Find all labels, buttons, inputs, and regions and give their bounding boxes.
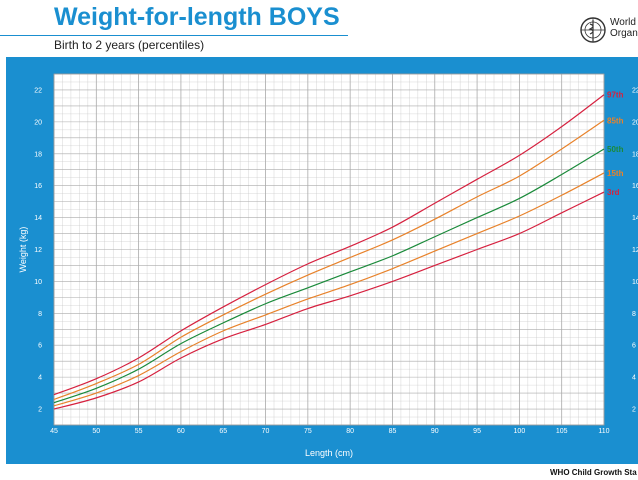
who-logo: World Organ	[578, 14, 638, 46]
y-tick-label-right: 10	[632, 279, 638, 286]
y-axis-ticks: 2 4 6 8 10 12 14 16 18 20 22	[34, 87, 42, 413]
x-tick-label: 100	[514, 428, 526, 435]
x-tick-label: 85	[389, 428, 397, 435]
percentile-labels: 97th 85th 50th 15th 3rd	[607, 91, 624, 197]
y-axis-label: Weight (kg)	[18, 227, 28, 273]
x-axis-label: Length (cm)	[305, 448, 353, 458]
y-tick-label-right: 8	[632, 311, 636, 318]
title-rule	[0, 35, 348, 36]
y-tick-label-right: 2	[632, 407, 636, 414]
who-logo-line1: World	[610, 17, 636, 28]
percentile-label-97th: 97th	[607, 91, 624, 100]
percentile-curve-3rd	[53, 191, 605, 410]
x-tick-label: 90	[431, 428, 439, 435]
percentile-label-50th: 50th	[607, 145, 624, 154]
y-tick-label: 4	[38, 375, 42, 382]
who-logo-line2: Organ	[610, 28, 638, 39]
y-tick-label: 8	[38, 311, 42, 318]
y-axis-ticks-right: 2 4 6 8 10 12 14 16 18 20 22	[632, 87, 638, 413]
x-tick-label: 50	[92, 428, 100, 435]
y-tick-label: 16	[34, 183, 42, 190]
percentile-curve-15th	[53, 172, 605, 407]
y-tick-label-right: 6	[632, 343, 636, 350]
percentile-label-3rd: 3rd	[607, 188, 620, 197]
y-tick-label-right: 22	[632, 87, 638, 94]
y-tick-label-right: 18	[632, 151, 638, 158]
y-tick-label: 14	[34, 215, 42, 222]
y-tick-label: 18	[34, 151, 42, 158]
plot-frame	[53, 73, 605, 426]
percentile-curve-85th	[53, 119, 605, 401]
x-tick-label: 60	[177, 428, 185, 435]
y-tick-label-right: 4	[632, 375, 636, 382]
y-tick-label: 2	[38, 407, 42, 414]
x-tick-label: 105	[556, 428, 568, 435]
chart-title: Weight-for-length BOYS	[54, 3, 340, 31]
percentile-curve-50th	[53, 148, 605, 404]
who-logo-text: World Organ	[610, 17, 638, 39]
x-tick-label: 45	[50, 428, 58, 435]
y-tick-label: 20	[34, 119, 42, 126]
y-tick-label: 10	[34, 279, 42, 286]
x-axis-ticks: 45 50 55 60 65 70 75 80 85 90 95 100 105 110	[50, 428, 610, 435]
percentile-label-85th: 85th	[607, 116, 624, 125]
y-tick-label: 12	[34, 247, 42, 254]
x-tick-label: 75	[304, 428, 312, 435]
y-tick-label-right: 14	[632, 215, 638, 222]
x-tick-label: 70	[262, 428, 270, 435]
who-emblem-icon	[580, 17, 606, 43]
y-tick-label-right: 12	[632, 247, 638, 254]
x-tick-label: 110	[598, 428, 609, 435]
chart-subtitle: Birth to 2 years (percentiles)	[54, 38, 205, 52]
y-tick-label-right: 16	[632, 183, 638, 190]
x-tick-label: 95	[473, 428, 481, 435]
x-tick-label: 65	[219, 428, 227, 435]
footer-credit: WHO Child Growth Sta	[550, 468, 637, 477]
x-tick-label: 55	[135, 428, 143, 435]
percentile-label-15th: 15th	[607, 169, 624, 178]
x-tick-label: 80	[346, 428, 354, 435]
y-tick-label: 22	[34, 87, 42, 94]
y-tick-label-right: 20	[632, 119, 638, 126]
y-tick-label: 6	[38, 343, 42, 350]
percentile-curves	[53, 94, 605, 410]
percentile-curve-97th	[53, 94, 605, 396]
